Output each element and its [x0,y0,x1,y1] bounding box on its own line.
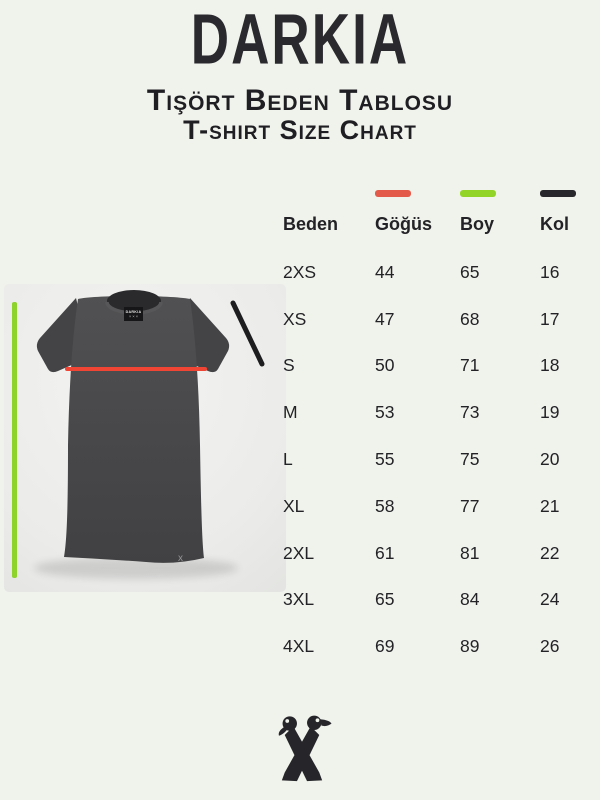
length-column-marker [460,190,496,197]
table-row: 4XL 69 89 26 [283,623,600,670]
table-row: XS 47 68 17 [283,296,600,343]
sleeve-column-marker [540,190,576,197]
tshirt-body [64,296,204,563]
neck-label: DARKIA ✕ ✕ ✕ [124,307,143,321]
size-table: Beden Göğüs Boy Kol 2XS 44 65 16 XS 47 68 17 S 50… [283,185,600,670]
table-row: XL 58 77 21 [283,483,600,530]
value-cell: 71 [460,355,480,376]
tshirt-collar-opening [107,290,161,312]
tshirt-photo: DARKIA ✕ ✕ ✕ x [0,280,290,600]
value-cell: 68 [460,308,480,329]
value-cell: 81 [460,542,480,563]
brand-logo: DARKIA [190,0,410,81]
value-cell: 50 [375,355,395,376]
table-row: L 55 75 20 [283,436,600,483]
value-cell: 77 [460,495,480,516]
value-cell: 61 [375,542,395,563]
column-label-boy: Boy [460,213,495,234]
chest-measure-line [65,367,207,371]
table-row: 3XL 65 84 24 [283,577,600,624]
table-row: 2XL 61 81 22 [283,530,600,577]
neck-label-text: DARKIA [126,310,142,314]
title-turkish: Tişört Beden Tablosu [146,84,454,117]
value-cell: 53 [375,402,395,423]
size-cell: XS [283,308,307,329]
value-cell: 47 [375,308,395,329]
size-cell: L [283,449,293,470]
table-row: S 50 71 18 [283,343,600,390]
column-markers [283,185,600,199]
size-cell: M [283,402,298,423]
table-row: 2XS 44 65 16 [283,249,600,296]
value-cell: 44 [375,261,395,282]
sleeve-measure-line [230,300,265,367]
title-english: T-shirt Size Chart [183,115,417,145]
bird-head-left-icon [278,716,297,736]
value-cell: 16 [540,261,560,282]
tshirt-shadow [34,557,238,579]
value-cell: 89 [460,636,480,657]
chest-column-marker [375,190,411,197]
value-cell: 22 [540,542,560,563]
size-cell: 2XL [283,542,315,563]
value-cell: 26 [540,636,560,657]
value-cell: 55 [375,449,395,470]
bird-head-right-icon [307,715,332,730]
value-cell: 84 [460,589,480,610]
value-cell: 69 [375,636,395,657]
value-cell: 58 [375,495,395,516]
value-cell: 17 [540,308,560,329]
size-cell: 4XL [283,636,315,657]
svg-text:✕ ✕ ✕: ✕ ✕ ✕ [129,315,139,319]
size-cell: 2XS [283,261,317,282]
table-row: M 53 73 19 [283,389,600,436]
column-labels: Beden Göğüs Boy Kol [283,199,600,249]
value-cell: 20 [540,449,560,470]
hem-logo-mark: x [178,553,183,564]
size-cell: 3XL [283,589,315,610]
column-label-kol: Kol [540,213,569,234]
length-measure-line [12,302,17,578]
value-cell: 21 [540,495,560,516]
size-cell: S [283,355,295,376]
size-table-rows: 2XS 44 65 16 XS 47 68 17 S 50 71 18 M 53 73 19 L 55 75 20 XL… [283,249,600,670]
x-logo-icon [278,715,332,782]
column-label-gogus: Göğüs [375,213,432,234]
value-cell: 73 [460,402,480,423]
value-cell: 24 [540,589,560,610]
size-cell: XL [283,495,305,516]
value-cell: 65 [460,261,480,282]
x-leg-right [281,726,320,782]
value-cell: 19 [540,402,560,423]
brand-x-logo [266,708,338,788]
value-cell: 18 [540,355,560,376]
value-cell: 75 [460,449,480,470]
tshirt-graphic: DARKIA ✕ ✕ ✕ x [4,284,286,592]
column-label-beden: Beden [283,213,339,234]
value-cell: 65 [375,589,395,610]
